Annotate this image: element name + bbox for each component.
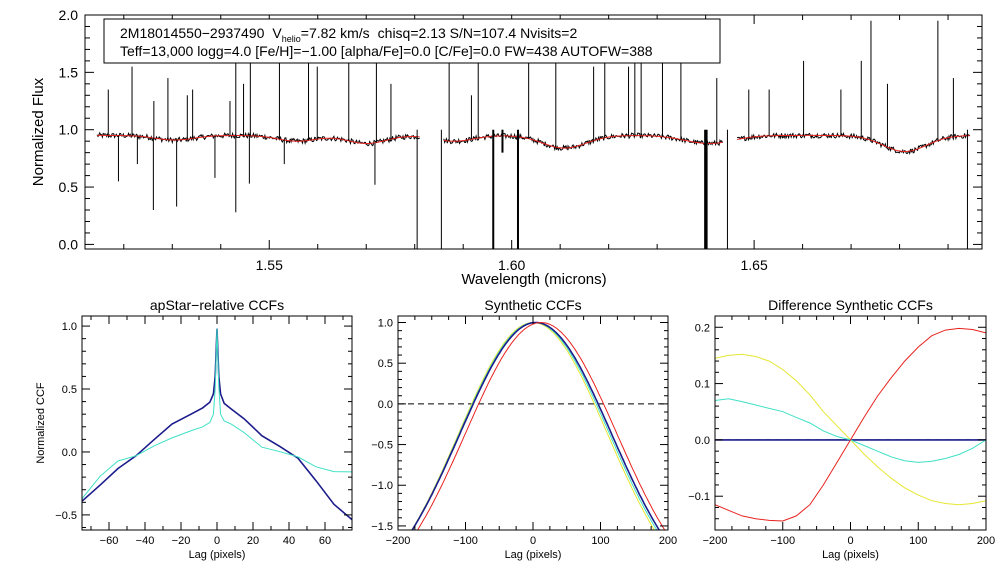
ccf-series-yellow: [411, 321, 655, 530]
spectrum-ytick-label: 0.5: [59, 179, 79, 195]
ccf-ytick-label: −0.1: [688, 491, 710, 503]
ccf-xtick-label: −20: [172, 535, 191, 547]
ccf-frame: [397, 315, 669, 531]
ccf-xtick-label: 200: [659, 535, 677, 547]
ccf-xtick-label: −40: [136, 535, 155, 547]
spectrum-panel: 1.55 1.60 1.65 0.0 0.5 1.0 1.5 2.0 2M18014550−2…: [30, 7, 983, 288]
ccf-panel-3: −200 −100 0 100 200 −0.1 0.0 0.1 0.2 Difference S…: [688, 297, 995, 561]
ccf-series-turquoise: [715, 398, 986, 463]
ccf-xtick-label: 0: [214, 535, 220, 547]
ccf-xtick-label: 0: [530, 535, 536, 547]
ccf-ytick-label: −0.5: [55, 510, 77, 522]
ccf-ytick-label: 0.5: [62, 384, 77, 396]
ccf-ytick-label: 0.0: [378, 399, 393, 411]
spectrum-model-line: [97, 134, 970, 152]
ccf-series-turquoise: [82, 328, 352, 500]
ccf-series-turquoise: [411, 321, 658, 530]
ccf-plot-area: [398, 321, 668, 530]
ccf-ytick-label: −1.5: [371, 521, 393, 533]
ccf-xtick-label: 60: [319, 535, 331, 547]
ccf-ytick-label: −1.0: [371, 480, 393, 492]
ccf-xtick-label: 100: [909, 535, 927, 547]
ccf-series-navy: [411, 321, 661, 530]
ccf-xtick-label: −200: [386, 535, 411, 547]
ccf-series-red: [416, 321, 666, 530]
spectrum-xtick-label: 1.65: [740, 257, 767, 273]
fit-stats: chisq=2.13 S/N=107.4 Nvisits=2: [378, 25, 578, 41]
ccf-ytick-label: 0.1: [695, 379, 710, 391]
spectrum-annotation-box: [103, 18, 721, 64]
ccf-series-navy: [82, 328, 352, 521]
ccf-xtick-label: −60: [100, 535, 119, 547]
ccf-ytick-label: 0.0: [62, 447, 77, 459]
ccf-xlabel: Lag (pixels): [822, 549, 879, 561]
ccf-title: Difference Synthetic CCFs: [768, 297, 933, 313]
ccf-xlabel: Lag (pixels): [189, 549, 246, 561]
ccf-ytick-label: 0.5: [378, 358, 393, 370]
spectrum-ytick-label: 1.5: [59, 64, 79, 80]
ccf-ytick-label: −0.5: [371, 440, 393, 452]
ccf-series-red: [715, 327, 986, 522]
spectrum-annotation-line1: 2M18014550−2937490 Vhelio=7.82 km/s chisq=…: [120, 25, 577, 44]
ccf-panel-1: −60 −40 −20 0 20 40 60 −0.5 0.0 0.5 1.0 apStar−rela…: [35, 297, 353, 561]
ccf-ytick-label: 1.0: [378, 318, 393, 330]
ccf-ytick-label: 0.2: [695, 322, 710, 334]
ccf-ylabel: Normalized CCF: [35, 382, 47, 464]
spectrum-ticks: 1.55 1.60 1.65 0.0 0.5 1.0 1.5 2.0: [59, 7, 982, 273]
ccf-xtick-label: 0: [847, 535, 853, 547]
ccf-ytick-label: 1.0: [62, 321, 77, 333]
vhelio-value: =7.82 km/s: [301, 25, 370, 41]
ccf-xtick-label: −100: [453, 535, 478, 547]
ccf-series-yellow: [715, 353, 986, 506]
ccf-xlabel: Lag (pixels): [505, 549, 562, 561]
ccf-frame: [714, 315, 987, 531]
ccf-xtick-label: −200: [703, 535, 728, 547]
ccf-xtick-label: −100: [770, 535, 795, 547]
ccf-xtick-label: 100: [591, 535, 609, 547]
spectrum-frame: [84, 14, 983, 250]
spectrum-ytick-label: 0.0: [59, 236, 79, 252]
ccf-title: Synthetic CCFs: [484, 297, 581, 313]
ccf-panels: −60 −40 −20 0 20 40 60−0.50.00.51.0apStar−rela…: [35, 297, 995, 561]
ccf-title: apStar−relative CCFs: [150, 297, 284, 313]
spectrum-xtick-label: 1.55: [256, 257, 283, 273]
spectrum-ytick-label: 2.0: [59, 7, 79, 23]
ccf-plot-area: [82, 328, 352, 521]
ccf-plot-area: [715, 327, 986, 522]
ccf-panel-2: −200 −100 0 100 200 −1.5 −1.0 −0.5 0.0 0.5 1.0 Synt…: [371, 297, 677, 561]
ccf-xtick-label: 40: [283, 535, 295, 547]
spectrum-xtick-label: 1.60: [498, 257, 525, 273]
ccf-ytick-label: 0.0: [695, 435, 710, 447]
vhelio-label: V: [272, 25, 282, 41]
ccf-xtick-label: 200: [977, 535, 995, 547]
spectrum-xlabel: Wavelength (microns): [461, 271, 606, 288]
star-id: 2M18014550−2937490: [120, 25, 265, 41]
vhelio-subscript: helio: [282, 34, 301, 44]
spectrum-annotation-line2: Teff=13,000 logg=4.0 [Fe/H]=−1.00 [alpha…: [120, 43, 653, 59]
spectrum-ylabel: Normalized Flux: [30, 77, 47, 186]
spectrum-ytick-label: 1.0: [59, 122, 79, 138]
ccf-xtick-label: 20: [247, 535, 259, 547]
